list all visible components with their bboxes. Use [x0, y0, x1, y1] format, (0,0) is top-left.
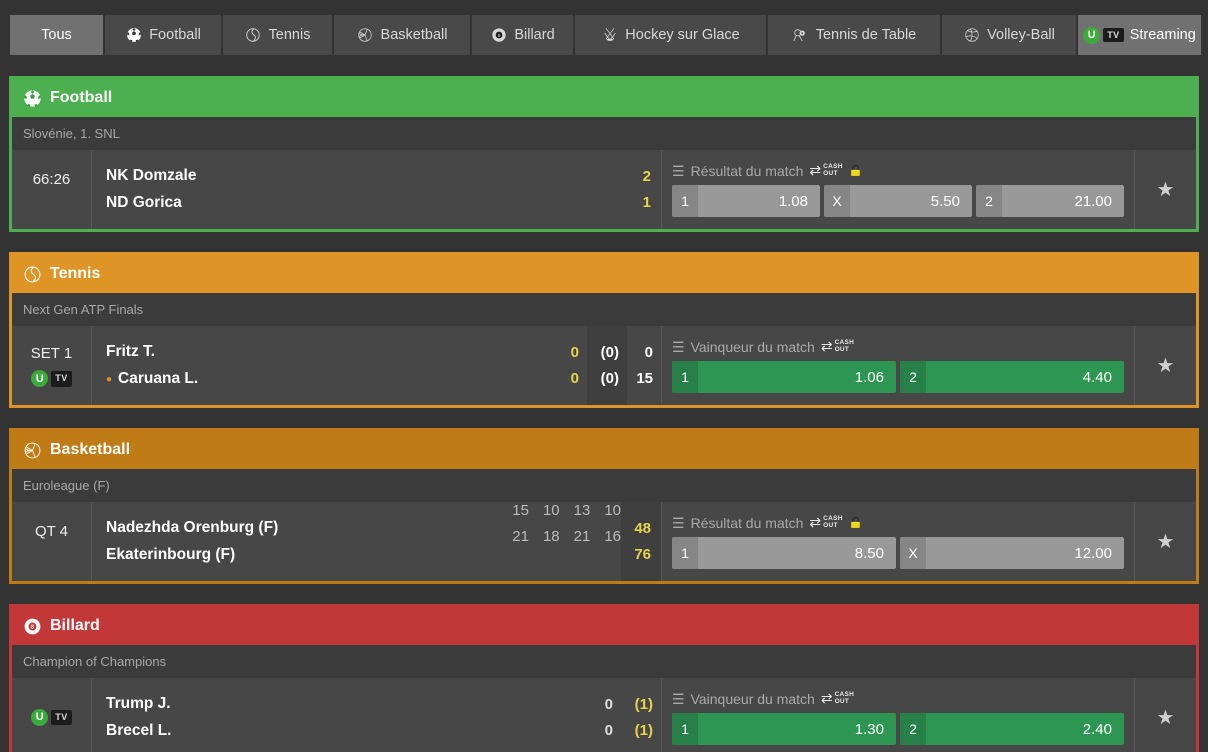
- svg-text:8: 8: [31, 624, 34, 630]
- svg-text:8: 8: [498, 33, 501, 38]
